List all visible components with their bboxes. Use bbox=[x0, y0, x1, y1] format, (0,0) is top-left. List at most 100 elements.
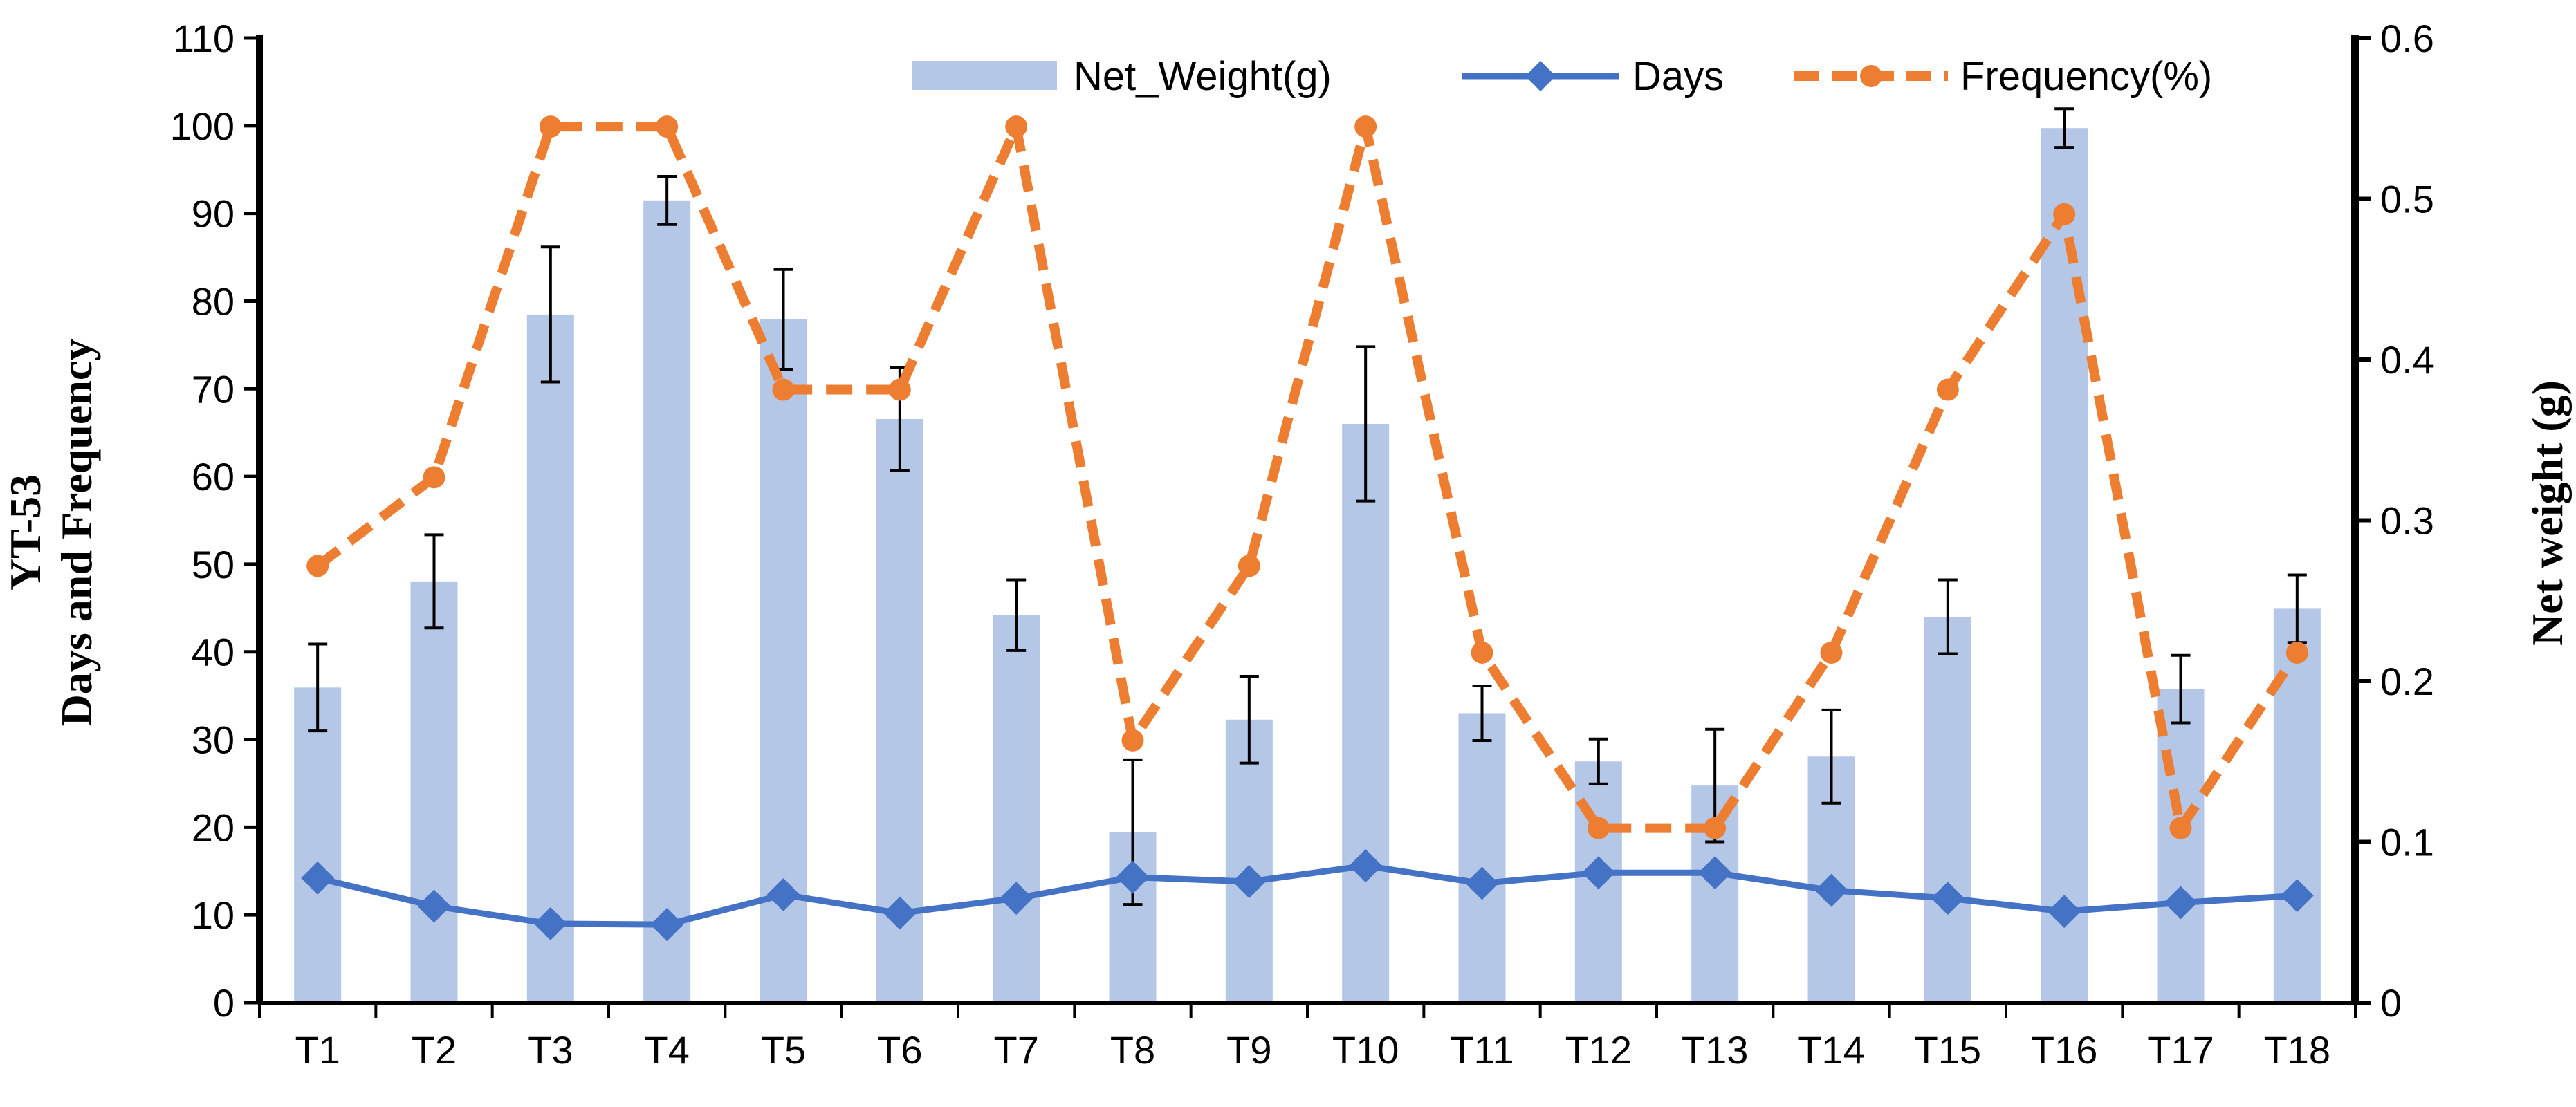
x-tick-label-T2: T2 bbox=[412, 1028, 457, 1072]
bar-T16 bbox=[2041, 128, 2088, 1003]
frequency-marker-T6 bbox=[888, 378, 911, 401]
frequency-marker-T3 bbox=[539, 115, 562, 138]
days-marker-T16 bbox=[2048, 895, 2081, 929]
left-tick-label: 40 bbox=[192, 631, 234, 674]
bar-T10 bbox=[1342, 424, 1390, 1003]
right-tick-label: 0.3 bbox=[2380, 499, 2434, 543]
right-tick-label: 0.5 bbox=[2380, 178, 2434, 221]
legend: Net_Weight(g) Days Frequency(%) bbox=[912, 54, 2212, 99]
left-tick-label: 100 bbox=[170, 104, 234, 148]
bar-T7 bbox=[993, 615, 1040, 1003]
bar-T3 bbox=[526, 314, 574, 1003]
left-axis-title-line1: YT-53 bbox=[1, 474, 50, 590]
left-tick-label: 50 bbox=[192, 543, 234, 586]
days-marker-T4 bbox=[650, 908, 684, 942]
frequency-marker-T16 bbox=[2053, 203, 2076, 225]
x-tick-label-T12: T12 bbox=[1565, 1028, 1632, 1072]
legend-marker-days bbox=[1525, 61, 1556, 91]
days-marker-T3 bbox=[533, 906, 567, 940]
frequency-marker-T9 bbox=[1238, 555, 1260, 577]
x-tick-label-T3: T3 bbox=[528, 1028, 573, 1072]
x-tick-label-T7: T7 bbox=[993, 1028, 1038, 1072]
days-marker-T8 bbox=[1116, 860, 1150, 894]
bar-T1 bbox=[294, 687, 342, 1003]
days-marker-T14 bbox=[1814, 873, 1848, 907]
x-tick-label-T14: T14 bbox=[1798, 1028, 1865, 1072]
left-tick-label: 20 bbox=[192, 806, 234, 849]
bar-T11 bbox=[1458, 713, 1506, 1003]
right-tick-label: 0.6 bbox=[2380, 17, 2434, 60]
x-tick-label-T13: T13 bbox=[1682, 1028, 1749, 1072]
days-marker-T12 bbox=[1581, 856, 1615, 890]
days-marker-T13 bbox=[1698, 856, 1732, 890]
frequency-marker-T4 bbox=[656, 115, 679, 138]
frequency-marker-T8 bbox=[1121, 729, 1144, 752]
days-marker-T11 bbox=[1465, 866, 1499, 900]
left-axis-title-line2: Days and Frequency bbox=[52, 339, 101, 727]
days-marker-T9 bbox=[1232, 864, 1266, 898]
days-marker-T5 bbox=[766, 878, 800, 912]
frequency-marker-T7 bbox=[1005, 115, 1028, 138]
days-marker-T15 bbox=[1931, 882, 1965, 915]
days-marker-T2 bbox=[417, 889, 451, 923]
x-tick-label-T5: T5 bbox=[761, 1028, 806, 1072]
frequency-marker-T17 bbox=[2169, 817, 2192, 839]
days-line bbox=[317, 862, 2298, 928]
x-tick-label-T16: T16 bbox=[2031, 1028, 2098, 1072]
bar-T17 bbox=[2157, 689, 2205, 1003]
frequency-marker-T15 bbox=[1936, 378, 1959, 401]
legend-marker-frequency bbox=[1860, 65, 1882, 87]
frequency-marker-T18 bbox=[2285, 641, 2308, 664]
frequency-marker-T10 bbox=[1354, 115, 1377, 138]
left-tick-label: 60 bbox=[192, 455, 234, 499]
x-tick-label-T15: T15 bbox=[1915, 1028, 1982, 1072]
x-tick-label-T6: T6 bbox=[877, 1028, 922, 1072]
legend-label-frequency: Frequency(%) bbox=[1960, 54, 2212, 99]
x-tick-label-T9: T9 bbox=[1226, 1028, 1271, 1072]
x-tick-label-T8: T8 bbox=[1110, 1028, 1155, 1072]
right-tick-label: 0.2 bbox=[2380, 660, 2434, 703]
left-tick-label: 70 bbox=[192, 367, 234, 411]
bar-T15 bbox=[1924, 617, 1971, 1003]
days-marker-T1 bbox=[301, 861, 335, 895]
frequency-marker-T12 bbox=[1587, 817, 1610, 839]
frequency-marker-T11 bbox=[1471, 641, 1493, 664]
right-tick-label: 0.4 bbox=[2380, 338, 2434, 382]
ticks-layer: 0 10 20 30 40 50 60 70 80 90 100 110 0 0.1 0.2 0.3 0.4 0.… bbox=[170, 17, 2434, 1072]
left-tick-label: 0 bbox=[213, 981, 234, 1025]
x-tick-label-T1: T1 bbox=[295, 1028, 340, 1072]
bar-T18 bbox=[2273, 608, 2321, 1003]
frequency-marker-T2 bbox=[423, 466, 445, 489]
x-tick-label-T4: T4 bbox=[644, 1028, 689, 1072]
frequency-marker-T13 bbox=[1704, 817, 1727, 839]
right-tick-label: 0.1 bbox=[2380, 821, 2434, 864]
legend-swatch-net-weight bbox=[912, 61, 1057, 90]
right-tick-label: 0 bbox=[2380, 981, 2402, 1025]
legend-label-net-weight: Net_Weight(g) bbox=[1074, 54, 1332, 99]
frequency-marker-T5 bbox=[772, 378, 795, 401]
left-tick-label: 10 bbox=[192, 893, 234, 937]
lines-layer bbox=[301, 115, 2314, 942]
days-marker-T6 bbox=[883, 896, 917, 930]
bar-T2 bbox=[410, 581, 458, 1003]
days-marker-T10 bbox=[1349, 849, 1383, 883]
x-tick-label-T17: T17 bbox=[2147, 1028, 2214, 1072]
days-marker-T18 bbox=[2280, 879, 2314, 913]
x-tick-label-T11: T11 bbox=[1450, 1028, 1514, 1072]
legend-label-days: Days bbox=[1632, 54, 1724, 99]
days-marker-T7 bbox=[1000, 882, 1033, 915]
days-marker-T17 bbox=[2164, 886, 2198, 920]
x-tick-label-T18: T18 bbox=[2264, 1028, 2331, 1072]
x-tick-label-T10: T10 bbox=[1332, 1028, 1399, 1072]
bar-T9 bbox=[1225, 719, 1273, 1003]
frequency-marker-T14 bbox=[1820, 641, 1843, 664]
bar-T4 bbox=[643, 200, 691, 1003]
frequency-marker-T1 bbox=[306, 555, 329, 577]
errorbars-layer bbox=[308, 107, 2307, 906]
frequency-line bbox=[314, 122, 2301, 833]
left-tick-label: 80 bbox=[192, 279, 234, 323]
left-tick-label: 90 bbox=[192, 192, 234, 236]
right-axis-title: Net weight (g) bbox=[2523, 380, 2572, 646]
left-tick-label: 110 bbox=[173, 17, 234, 60]
